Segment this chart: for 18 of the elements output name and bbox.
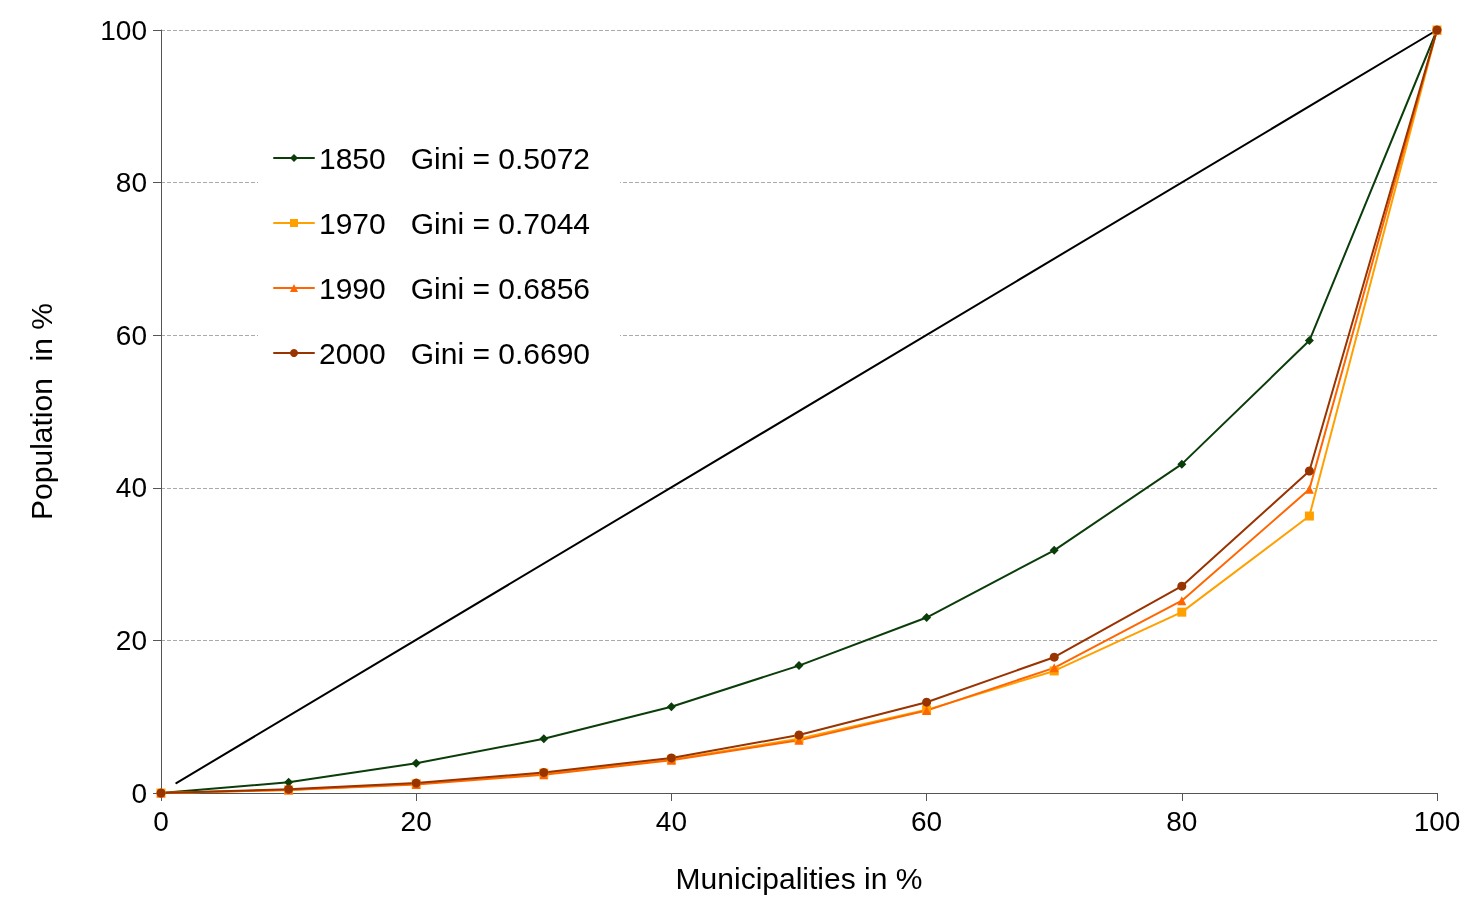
y-tick-label: 40 — [115, 472, 147, 504]
y-tick-label: 20 — [115, 624, 147, 656]
legend-label: 1850 Gini = 0.5072 — [319, 141, 591, 175]
x-tick-label: 20 — [400, 805, 432, 837]
y-tick-label: 60 — [115, 319, 147, 351]
legend-label: 1970 Gini = 0.7044 — [319, 206, 591, 240]
x-axis-title: Municipalities in % — [675, 861, 923, 895]
x-tick-label: 0 — [153, 805, 169, 837]
legend-label: 1990 Gini = 0.6856 — [319, 271, 591, 305]
x-tick-label: 80 — [1166, 805, 1198, 837]
y-tick-label: 0 — [131, 777, 147, 809]
x-tick-label: 40 — [655, 805, 687, 837]
x-tick-label: 100 — [1413, 805, 1461, 837]
x-tick-label: 60 — [911, 805, 943, 837]
legend-label: 2000 Gini = 0.6690 — [319, 336, 591, 370]
y-axis-title: Population in % — [24, 303, 58, 520]
y-tick-label: 80 — [115, 167, 147, 199]
y-tick-label: 100 — [100, 14, 147, 46]
